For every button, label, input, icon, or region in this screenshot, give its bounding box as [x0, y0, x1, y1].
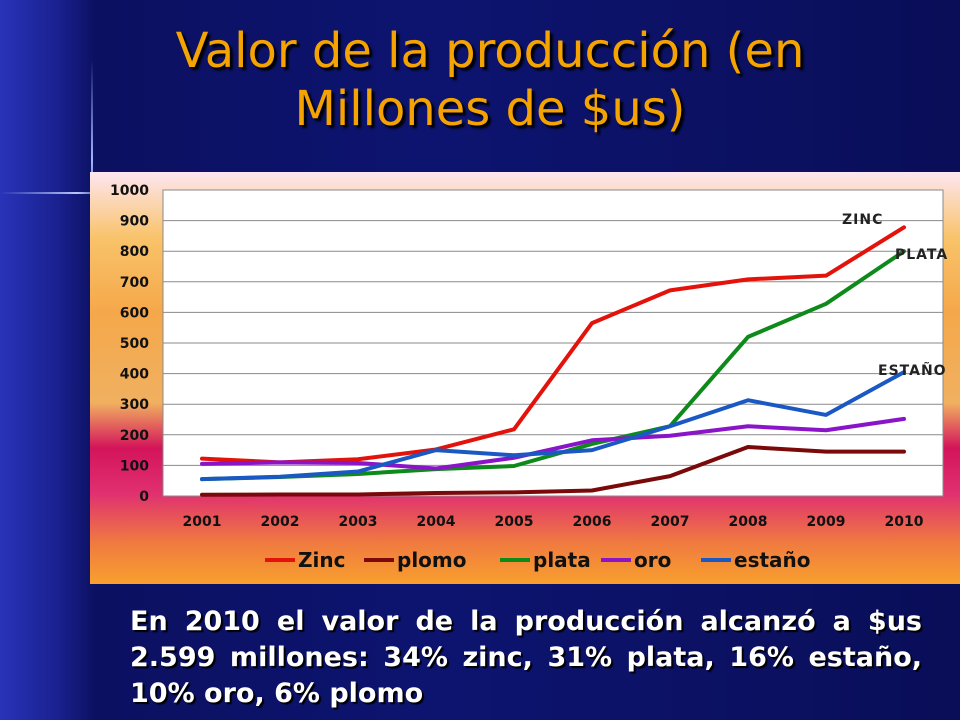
summary-caption: En 2010 el valor de la producción alcanz…	[130, 606, 922, 709]
x-tick-label: 2002	[261, 514, 300, 530]
y-tick-label: 0	[139, 489, 149, 505]
legend-label: plomo	[397, 548, 467, 572]
x-tick-label: 2008	[729, 514, 768, 530]
annotation-label: PLATA	[895, 247, 948, 263]
annotation-label: ESTAÑO	[878, 362, 947, 379]
y-tick-label: 500	[120, 336, 149, 352]
y-tick-label: 400	[120, 367, 149, 383]
y-tick-label: 900	[120, 214, 149, 230]
x-tick-label: 2006	[573, 514, 612, 530]
legend-label: estaño	[734, 548, 811, 572]
light-flare-vertical	[91, 60, 93, 260]
y-tick-label: 600	[120, 305, 149, 321]
x-tick-label: 2003	[339, 514, 378, 530]
y-tick-label: 700	[120, 275, 149, 291]
annotation-label: ZINC	[842, 212, 883, 228]
x-tick-label: 2004	[417, 514, 456, 530]
y-tick-label: 1000	[110, 183, 149, 199]
title-line-1: Valor de la producción (en	[175, 23, 805, 79]
y-tick-label: 800	[120, 244, 149, 260]
legend-label: oro	[634, 548, 671, 572]
x-tick-label: 2009	[807, 514, 846, 530]
x-tick-label: 2007	[651, 514, 690, 530]
slide-title: Valor de la producción (en Millones de $…	[100, 22, 880, 138]
legend-label: Zinc	[298, 548, 345, 572]
y-tick-label: 100	[120, 458, 149, 474]
series-line-plomo	[200, 445, 906, 497]
series-line-estaño	[200, 370, 906, 482]
series-line-oro	[200, 416, 906, 471]
edge-glow	[0, 0, 96, 720]
x-tick-label: 2001	[183, 514, 222, 530]
title-line-2: Millones de $us)	[294, 81, 686, 137]
line-chart: 0 100 200 300 400 500 600 700 800 900 1000 2001 2002…	[110, 183, 948, 572]
x-tick-label: 2005	[495, 514, 534, 530]
chart-panel: 0 100 200 300 400 500 600 700 800 900 1000 2001 2002…	[90, 172, 960, 584]
legend-label: plata	[533, 548, 591, 572]
y-tick-label: 300	[120, 397, 149, 413]
x-tick-label: 2010	[885, 514, 924, 530]
y-tick-label: 200	[120, 428, 149, 444]
light-flare-horizontal	[0, 192, 110, 194]
